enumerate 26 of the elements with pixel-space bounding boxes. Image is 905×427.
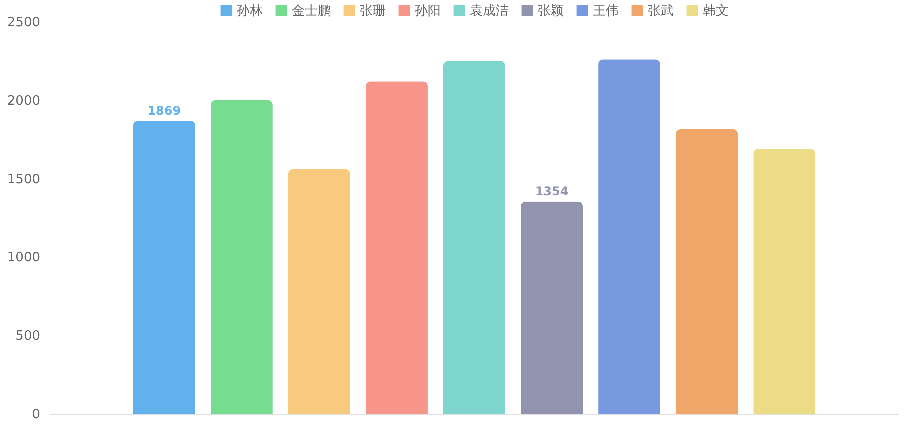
bar xyxy=(598,60,661,414)
legend-label: 孙林 xyxy=(237,4,263,19)
legend-label: 韩文 xyxy=(703,4,729,19)
legend-label: 孙阳 xyxy=(415,4,441,19)
y-tick-label: 1500 xyxy=(7,172,40,188)
bar xyxy=(133,120,196,414)
bar xyxy=(521,202,584,414)
bar xyxy=(366,82,428,414)
data-label: 1869 xyxy=(148,104,182,118)
legend-label: 张珊 xyxy=(360,4,386,19)
y-tick-label: 1000 xyxy=(7,250,40,266)
legend-label: 袁成洁 xyxy=(470,4,509,19)
legend-label: 金士鹏 xyxy=(292,4,331,19)
legend-label: 王伟 xyxy=(593,4,619,19)
bar xyxy=(754,149,816,414)
y-tick-label: 0 xyxy=(32,408,40,422)
y-tick-label: 2000 xyxy=(7,94,40,109)
data-label: 1354 xyxy=(535,184,569,199)
legend-label: 张颖 xyxy=(538,4,564,19)
bar xyxy=(210,100,273,414)
y-tick-label: 2500 xyxy=(7,16,40,30)
bar xyxy=(288,169,350,414)
legend-label: 张武 xyxy=(648,4,674,19)
y-tick-label: 500 xyxy=(16,329,40,344)
bar xyxy=(443,61,506,414)
bar xyxy=(676,129,738,414)
